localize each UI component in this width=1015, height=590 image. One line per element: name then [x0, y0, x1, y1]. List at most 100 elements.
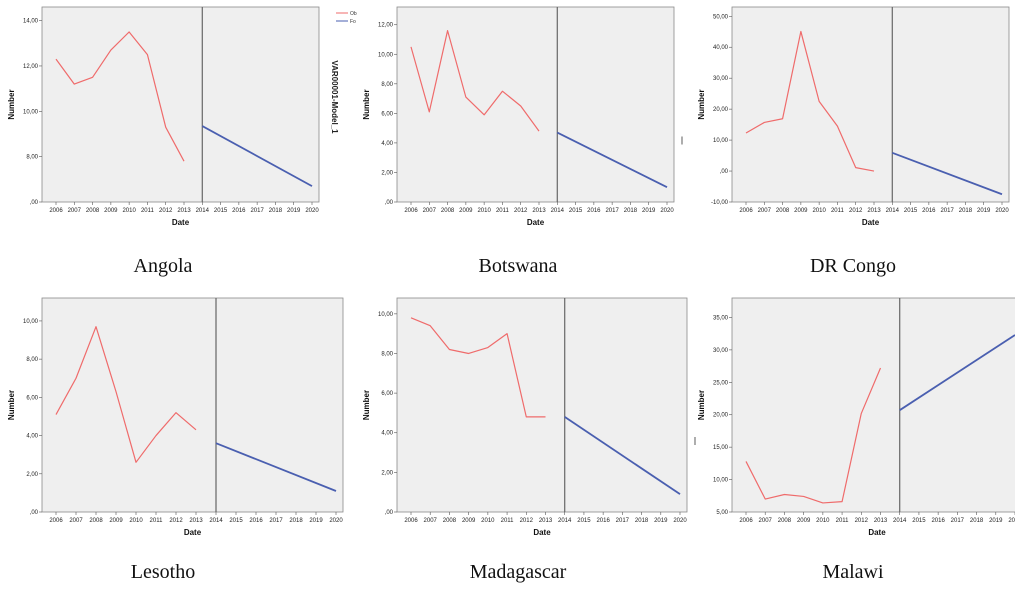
x-tick-label: 2010 — [122, 208, 136, 214]
x-tick-label: 2016 — [587, 208, 601, 214]
x-tick-label: 2013 — [189, 518, 203, 524]
x-tick-label: 2017 — [940, 208, 954, 214]
x-tick-label: 2015 — [904, 208, 918, 214]
y-axis-label: Number — [697, 89, 706, 119]
y-tick-label: 2,00 — [381, 470, 393, 476]
y-tick-label: 10,00 — [378, 52, 394, 58]
chart-panel-angola: ,00 8,00 10,00 12,00 14,00 2006 2007 2008 2009 20… — [0, 0, 357, 292]
x-tick-label: 2009 — [794, 208, 808, 214]
x-axis-label: Date — [184, 528, 202, 537]
x-tick-label: 2007 — [423, 208, 437, 214]
x-tick-label: 2007 — [758, 208, 772, 214]
x-tick-label: 2020 — [660, 208, 674, 214]
x-tick-label: 2008 — [86, 208, 100, 214]
x-tick-label: 2008 — [776, 208, 790, 214]
x-tick-label: 2009 — [459, 208, 473, 214]
y-tick-label: 40,00 — [713, 45, 729, 51]
x-tick-label: 2008 — [89, 518, 103, 524]
x-tick-label: 2008 — [441, 208, 455, 214]
y-tick-label: 10,00 — [713, 478, 729, 484]
x-axis-label: Date — [862, 218, 880, 227]
y-tick-label: 6,00 — [381, 391, 393, 397]
model-side-label: VAR00001-Model_1 — [330, 60, 339, 134]
x-tick-label: 2012 — [159, 208, 173, 214]
x-tick-label: 2020 — [305, 208, 319, 214]
x-tick-label: 2013 — [532, 208, 546, 214]
chart-panel-dr-congo: -10,00 ,00 10,00 20,00 30,00 40,00 50,00 2006 20… — [690, 0, 1015, 292]
y-tick-label: 4,00 — [26, 434, 38, 440]
x-tick-label: 2010 — [481, 518, 495, 524]
y-tick-label: ,00 — [385, 510, 394, 516]
panel-caption: Lesotho — [130, 561, 196, 583]
x-tick-label: 2019 — [287, 208, 301, 214]
x-tick-label: 2015 — [912, 518, 926, 524]
legend: Ob Fo — [336, 11, 357, 25]
chart-panel-madagascar: ,00 2,00 4,00 6,00 8,00 10,00 2006 2007 2008 2009… — [355, 297, 696, 590]
x-tick-label: 2018 — [970, 518, 984, 524]
x-tick-label: 2017 — [269, 518, 283, 524]
y-tick-label: 10,00 — [23, 109, 39, 115]
y-tick-label: 12,00 — [378, 23, 394, 29]
x-tick-label: 2014 — [196, 208, 210, 214]
y-axis-label: Number — [362, 390, 371, 420]
x-tick-label: 2014 — [886, 208, 900, 214]
chart-panel-malawi: 5,00 10,00 15,00 20,00 25,00 30,00 35,00 2006 20… — [690, 297, 1015, 590]
plot-area — [396, 297, 688, 513]
y-tick-label: 35,00 — [713, 315, 729, 321]
y-tick-label: 8,00 — [381, 351, 393, 357]
x-tick-label: 2019 — [642, 208, 656, 214]
observed-series-line — [745, 30, 875, 172]
y-tick-label: 20,00 — [713, 413, 729, 419]
y-tick-label: 50,00 — [713, 14, 729, 20]
x-tick-label: 2014 — [551, 208, 565, 214]
x-tick-label: 2014 — [893, 518, 907, 524]
y-tick-label: 4,00 — [381, 431, 393, 437]
x-tick-label: 2009 — [104, 208, 118, 214]
y-tick-label: 5,00 — [716, 510, 728, 516]
forecast-series-line — [215, 442, 337, 492]
chart-svg: ,00 2,00 4,00 6,00 8,00 10,00 2006 2007 2008 2009… — [362, 297, 696, 537]
y-tick-label: 20,00 — [713, 107, 729, 113]
x-tick-label: 2008 — [778, 518, 792, 524]
y-tick-label: 10,00 — [23, 319, 39, 325]
x-axis-label: Date — [172, 218, 190, 227]
forecast-series-line — [899, 334, 1015, 411]
x-tick-label: 2016 — [232, 208, 246, 214]
x-tick-label: 2019 — [989, 518, 1003, 524]
x-tick-label: 2010 — [477, 208, 491, 214]
x-axis-label: Date — [533, 528, 551, 537]
observed-series-line — [410, 30, 540, 132]
panel-caption: Madagascar — [469, 561, 567, 583]
x-tick-label: 2018 — [624, 208, 638, 214]
y-tick-label: -10,00 — [711, 200, 729, 206]
y-axis-label: Number — [362, 89, 371, 119]
y-tick-label: 14,00 — [23, 19, 39, 25]
y-tick-label: 8,00 — [26, 357, 38, 363]
x-tick-label: 2011 — [141, 208, 155, 214]
forecast-series-line — [891, 151, 1003, 196]
x-tick-label: 2015 — [577, 518, 591, 524]
forecast-series-line — [556, 131, 668, 189]
x-tick-label: 2014 — [558, 518, 572, 524]
x-tick-label: 2006 — [739, 518, 753, 524]
x-axis-label: Date — [868, 528, 886, 537]
x-tick-label: 2020 — [673, 518, 687, 524]
x-tick-label: 2015 — [214, 208, 228, 214]
x-tick-label: 2018 — [289, 518, 303, 524]
x-tick-label: 2019 — [977, 208, 991, 214]
y-tick-label: ,00 — [30, 200, 39, 206]
x-tick-label: 2006 — [739, 208, 753, 214]
x-tick-label: 2011 — [501, 518, 515, 524]
x-tick-label: 2016 — [249, 518, 263, 524]
x-tick-label: 2013 — [867, 208, 881, 214]
x-tick-label: 2019 — [654, 518, 668, 524]
plot-area — [396, 6, 675, 203]
x-tick-label: 2015 — [569, 208, 583, 214]
x-tick-label: 2006 — [49, 208, 63, 214]
x-tick-label: 2007 — [759, 518, 773, 524]
panel-caption: Botswana — [478, 255, 558, 277]
y-tick-label: 6,00 — [381, 111, 393, 117]
y-axis-label: Number — [7, 89, 16, 119]
plot-area — [41, 297, 344, 513]
x-tick-label: 2015 — [229, 518, 243, 524]
